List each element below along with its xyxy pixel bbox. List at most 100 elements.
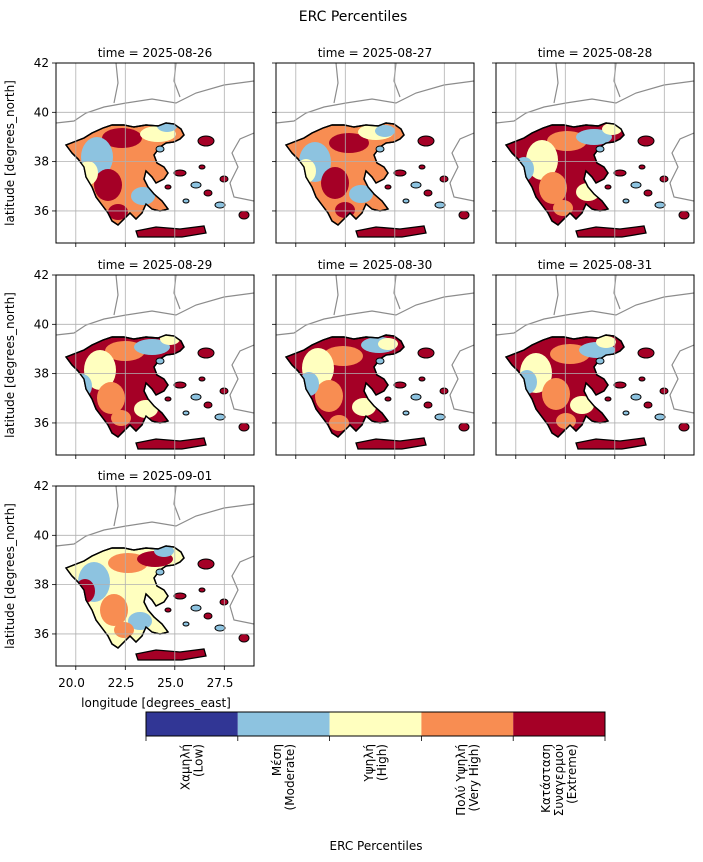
island [214,201,226,209]
island [417,135,435,147]
panel-frame [275,274,475,456]
island [384,396,392,402]
island [203,401,213,409]
island [197,135,215,147]
y-tick-label: 38 [34,367,49,381]
colorbar-tick-label: Συναγερμού [552,744,566,816]
colorbar-tick-label: (High) [375,744,389,781]
island-crete [575,225,647,238]
colorbar-segment [146,712,238,736]
category-region [134,339,170,355]
island-crete [355,437,427,450]
island [458,210,470,220]
y-tick-label: 38 [34,578,49,592]
category-region [526,140,558,180]
island [214,624,226,632]
island [393,169,407,177]
colorbar-tick-label: Χαμηλή [178,744,192,790]
map-area [276,275,474,450]
island-crete [575,437,647,450]
panel-title: time = 2025-08-30 [318,258,433,272]
border-line [553,275,559,316]
y-tick-label: 42 [34,56,49,70]
island [375,145,385,153]
category-region [349,185,373,203]
island [410,393,422,401]
island [203,612,213,620]
category-region [602,123,622,135]
island [238,422,250,432]
island [678,422,690,432]
island [375,357,385,365]
border-line [173,63,181,98]
island [384,184,392,190]
panel-title: time = 2025-08-28 [538,46,653,60]
category-region [378,338,398,350]
category-region [556,413,576,429]
island-crete [135,437,207,450]
category-region [315,380,343,412]
category-region [323,346,363,366]
category-region [84,350,116,390]
island [214,413,226,421]
island [622,198,630,204]
panel-title: time = 2025-08-31 [538,258,653,272]
panel-title: time = 2025-08-26 [98,46,213,60]
y-tick-label: 40 [34,317,49,331]
island [155,357,165,365]
y-tick-label: 40 [34,105,49,119]
island [393,381,407,389]
island-crete [135,225,207,238]
map-panel: time = 2025-08-29 36 38 40 42 latitude [degre… [3,258,255,459]
border-line [613,63,621,98]
island [418,376,426,382]
island [182,410,190,416]
border-line [613,275,621,310]
panel-frame [55,274,255,456]
border-line [229,555,254,625]
island [630,181,642,189]
panel-title: time = 2025-09-01 [98,469,213,483]
category-region [128,612,152,630]
island [198,164,206,170]
colorbar-segment [237,712,330,736]
border-line [229,132,254,202]
border-line [333,275,339,316]
map-panel: time = 2025-08-28 [492,46,695,247]
y-tick-label: 40 [34,528,49,542]
category-region [94,169,122,201]
x-axis-label: longitude [degrees_east] [81,696,231,710]
island [198,587,206,593]
island [182,198,190,204]
border-line [393,63,401,98]
border-line [553,63,559,104]
y-tick-label: 36 [34,627,49,641]
border-line [669,344,694,414]
category-region [157,123,177,132]
category-region [97,382,125,414]
colorbar-segment [329,712,422,736]
island [458,422,470,432]
category-region [296,159,316,183]
island [238,633,250,643]
x-tick-label: 20.0 [58,676,85,690]
category-region [114,622,134,638]
island [198,376,206,382]
panel-frame [495,62,695,244]
island [190,393,202,401]
island [638,376,646,382]
colorbar-tick-label: (Extreme) [565,744,579,804]
panel-frame [55,62,255,244]
island [423,401,433,409]
island [197,558,215,570]
island [164,184,172,190]
border-line [113,275,119,316]
category-region [352,398,376,416]
map-panel: time = 2025-08-30 [272,258,475,459]
island [654,201,666,209]
border-line [449,344,474,414]
island-crete [355,225,427,238]
map-panel: time = 2025-08-31 [492,258,695,459]
figure-title: ERC Percentiles [299,9,407,25]
